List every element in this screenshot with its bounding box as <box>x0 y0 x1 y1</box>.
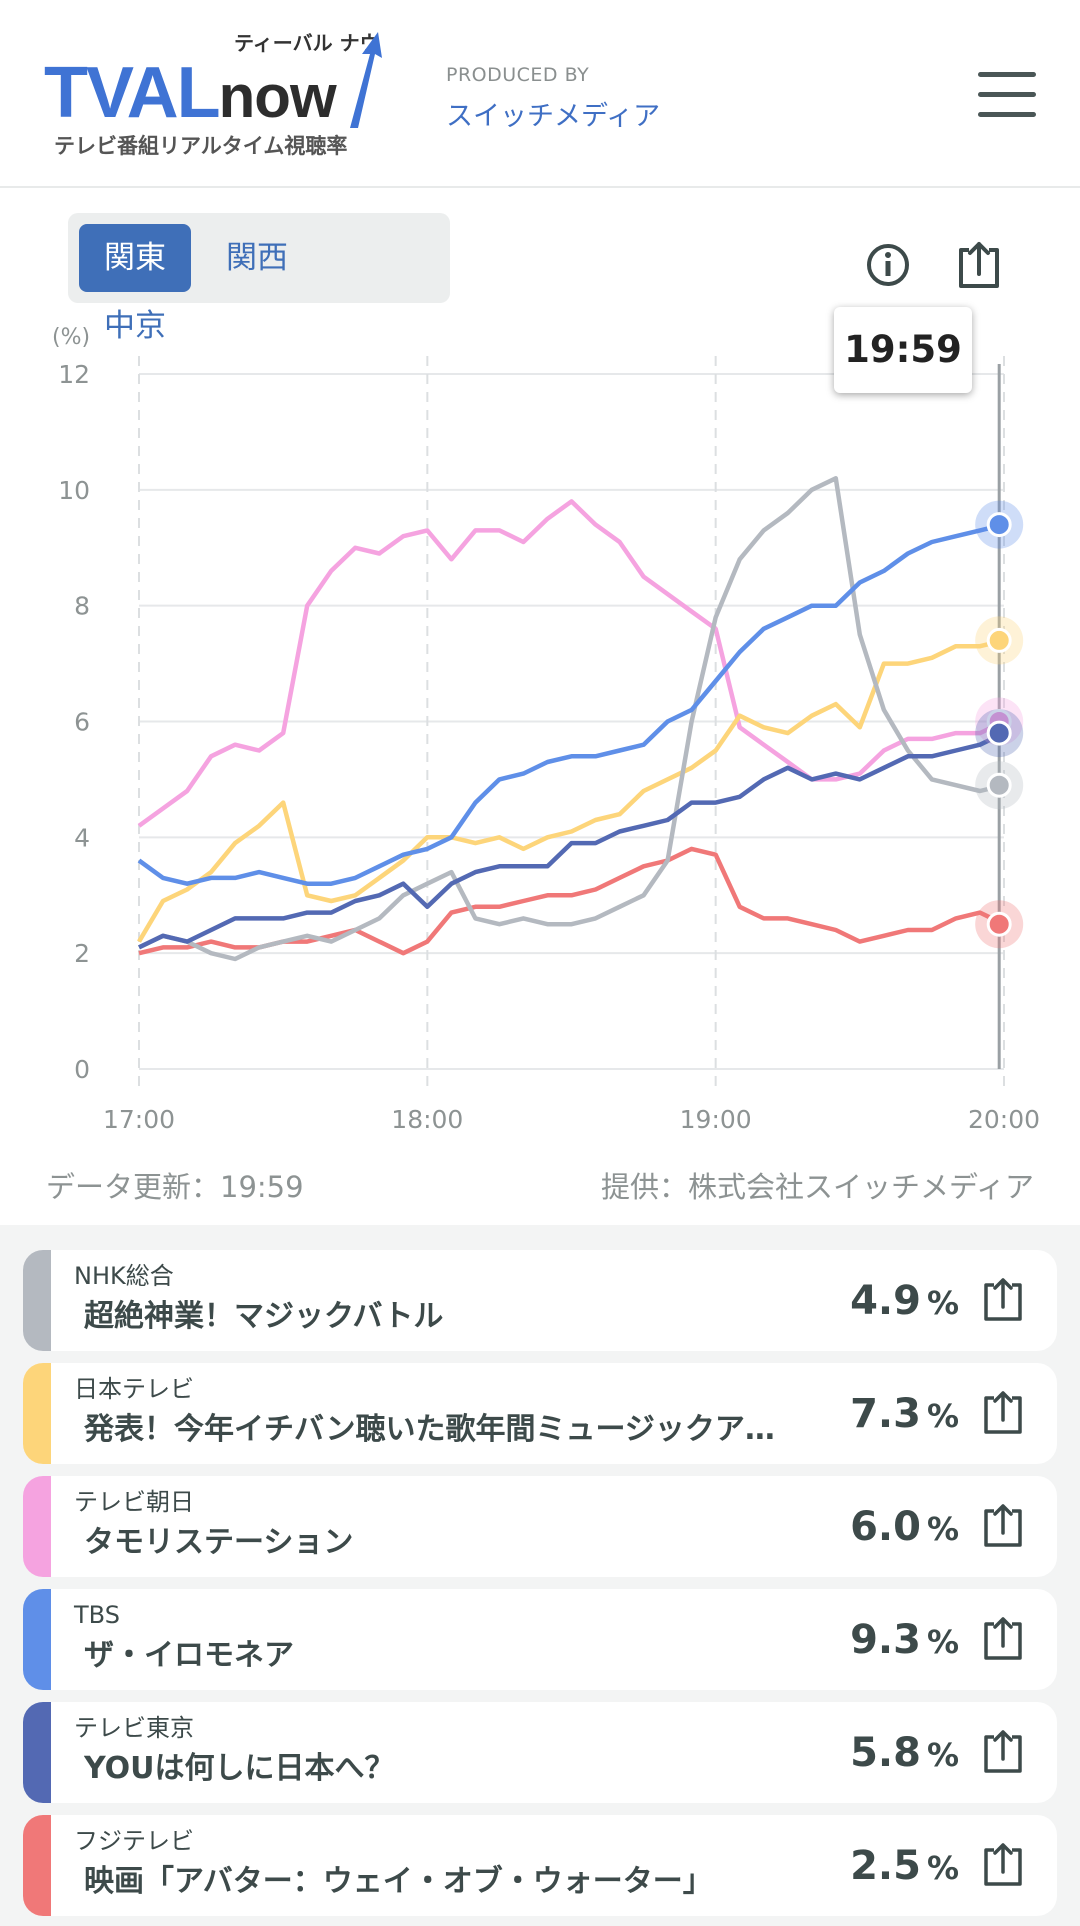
tab-kansai[interactable]: 関西 <box>226 240 288 276</box>
logo-subtitle: テレビ番組リアルタイム視聴率 <box>54 134 348 158</box>
share-icon[interactable] <box>981 1728 1025 1776</box>
channel-color-bar <box>23 1363 51 1464</box>
endpoint-dot <box>986 720 1012 746</box>
program-card[interactable]: テレビ朝日 タモリステーション 6.0% <box>23 1476 1057 1577</box>
channel-name: テレビ朝日 <box>74 1488 194 1516</box>
share-icon[interactable] <box>981 1276 1025 1324</box>
info-icon[interactable] <box>864 240 912 290</box>
program-title: YOUは何しに日本へ？ <box>84 1751 395 1786</box>
cursor-time-tooltip: 19:59 <box>834 307 972 393</box>
rating-unit: % <box>926 1736 959 1774</box>
region-tabs: 関東 関西中京 <box>68 213 450 344</box>
y-tick-label: 10 <box>58 476 90 505</box>
rating-number: 4.9 <box>850 1278 921 1324</box>
rating-unit: % <box>926 1397 959 1435</box>
x-tick-label: 20:00 <box>968 1105 1040 1134</box>
rating-value: 2.5% <box>850 1843 959 1891</box>
tab-chukyo[interactable]: 中京 <box>104 308 166 344</box>
channel-name: テレビ東京 <box>74 1714 194 1742</box>
series-line-TBS <box>137 522 1005 886</box>
tvalnow-logo[interactable]: ティーバル ナウ TVALnow テレビ番組リアルタイム視聴率 <box>44 32 384 158</box>
rating-unit: % <box>926 1510 959 1548</box>
channel-name: フジテレビ <box>74 1827 194 1855</box>
y-axis-label: (%) <box>52 325 90 350</box>
rating-unit: % <box>926 1849 959 1887</box>
program-title: 超絶神業！マジックバトル <box>84 1299 444 1334</box>
provider-label: 提供：株式会社スイッチメディア <box>601 1170 1034 1204</box>
series-line-フジテレビ <box>138 846 1005 956</box>
program-card[interactable]: テレビ東京 YOUは何しに日本へ？ 5.8% <box>23 1702 1057 1803</box>
program-card[interactable]: NHK総合 超絶神業！マジックバトル 4.9% <box>23 1250 1057 1351</box>
rating-value: 5.8% <box>850 1730 959 1778</box>
rating-number: 2.5 <box>850 1843 921 1889</box>
rating-value: 9.3% <box>850 1617 959 1665</box>
hamburger-icon[interactable] <box>978 72 1036 122</box>
rating-unit: % <box>926 1284 959 1322</box>
rating-number: 9.3 <box>850 1617 921 1663</box>
logo-kana: ティーバル ナウ <box>234 31 380 55</box>
channel-color-bar <box>23 1702 51 1803</box>
y-tick-label: 6 <box>74 708 90 737</box>
tab-kanto[interactable]: 関東 <box>79 224 191 292</box>
x-tick-label: 18:00 <box>391 1105 463 1134</box>
rating-value: 7.3% <box>850 1391 959 1439</box>
series-line-テレビ朝日 <box>137 499 1005 828</box>
company-link[interactable]: スイッチメディア <box>446 101 661 132</box>
channel-name: NHK総合 <box>74 1262 174 1290</box>
program-card[interactable]: フジテレビ 映画「アバター：ウェイ・オブ・ウォーター」 2.5% <box>23 1815 1057 1916</box>
program-title: タモリステーション <box>84 1525 354 1560</box>
x-tick-label: 17:00 <box>103 1105 175 1134</box>
y-tick-label: 0 <box>74 1055 90 1084</box>
rating-value: 6.0% <box>850 1504 959 1552</box>
endpoint-dot <box>986 772 1012 798</box>
rating-number: 7.3 <box>850 1391 921 1437</box>
channel-color-bar <box>23 1476 51 1577</box>
series-line-テレビ東京 <box>138 731 1005 950</box>
program-title: 発表！今年イチバン聴いた歌年間ミュージックアワード <box>84 1412 784 1447</box>
program-card[interactable]: 日本テレビ 発表！今年イチバン聴いた歌年間ミュージックアワード 7.3% <box>23 1363 1057 1464</box>
program-title: ザ・イロモネア <box>84 1638 294 1673</box>
endpoint-dot <box>986 911 1012 937</box>
channel-color-bar <box>23 1250 51 1351</box>
rating-number: 5.8 <box>850 1730 921 1776</box>
share-icon[interactable] <box>981 1502 1025 1550</box>
y-tick-label: 12 <box>58 360 90 389</box>
share-icon[interactable] <box>981 1841 1025 1889</box>
rating-unit: % <box>926 1623 959 1661</box>
series-line-日本テレビ <box>137 638 1005 943</box>
y-tick-label: 4 <box>74 823 90 852</box>
x-tick-label: 19:00 <box>680 1105 752 1134</box>
produced-by-label: PRODUCED BY <box>446 64 590 86</box>
share-icon[interactable] <box>981 1389 1025 1437</box>
program-title: 映画「アバター：ウェイ・オブ・ウォーター」 <box>84 1864 713 1899</box>
logo-wordmark: TVALnow <box>44 53 337 133</box>
share-icon[interactable] <box>981 1615 1025 1663</box>
arrow-up-icon <box>350 32 382 128</box>
endpoint-dot <box>986 627 1012 653</box>
rating-value: 4.9% <box>850 1278 959 1326</box>
channel-color-bar <box>23 1815 51 1916</box>
y-tick-label: 2 <box>74 939 90 968</box>
app-header: ティーバル ナウ TVALnow テレビ番組リアルタイム視聴率 PRODUCED… <box>0 0 1080 188</box>
channel-name: 日本テレビ <box>74 1375 194 1403</box>
channel-name: TBS <box>74 1601 120 1629</box>
rating-number: 6.0 <box>850 1504 921 1550</box>
program-card[interactable]: TBS ザ・イロモネア 9.3% <box>23 1589 1057 1690</box>
y-tick-label: 8 <box>74 592 90 621</box>
share-icon[interactable] <box>955 240 1003 290</box>
ratings-line-chart: 0 2 4 6 8 10 12 (%) 17:00 18:00 19:00 20:00 <box>52 325 1040 1134</box>
channel-color-bar <box>23 1589 51 1690</box>
series-line-NHK総合 <box>138 476 1005 962</box>
data-updated-label: データ更新：19:59 <box>46 1170 304 1204</box>
endpoint-dot <box>986 512 1012 538</box>
